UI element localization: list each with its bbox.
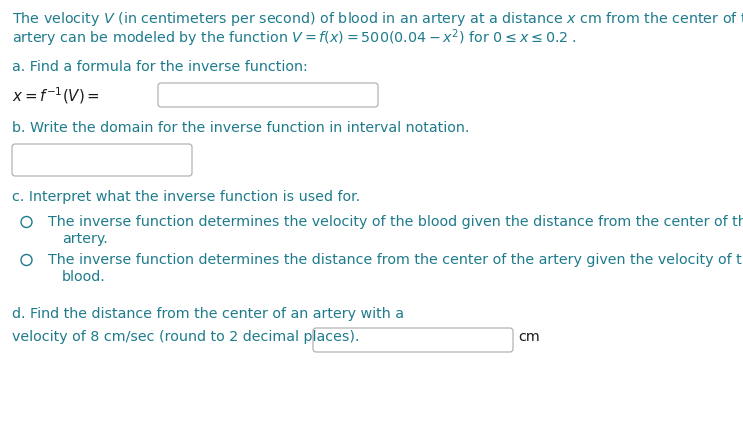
Text: artery can be modeled by the function $V = f(x) = 500(0.04 - x^2)$ for $0 \leq x: artery can be modeled by the function $V… <box>12 27 577 49</box>
Text: c. Interpret what the inverse function is used for.: c. Interpret what the inverse function i… <box>12 190 360 204</box>
Text: cm: cm <box>518 330 539 344</box>
Text: velocity of 8 cm/sec (round to 2 decimal places).: velocity of 8 cm/sec (round to 2 decimal… <box>12 330 360 344</box>
Text: a. Find a formula for the inverse function:: a. Find a formula for the inverse functi… <box>12 60 308 74</box>
Text: The velocity $\mathit{V}$ (in centimeters per second) of blood in an artery at a: The velocity $\mathit{V}$ (in centimeter… <box>12 10 743 28</box>
FancyBboxPatch shape <box>158 83 378 107</box>
Text: d. Find the distance from the center of an artery with a: d. Find the distance from the center of … <box>12 307 404 321</box>
Text: The inverse function determines the velocity of the blood given the distance fro: The inverse function determines the velo… <box>48 215 743 229</box>
Text: b. Write the domain for the inverse function in interval notation.: b. Write the domain for the inverse func… <box>12 121 470 135</box>
Text: blood.: blood. <box>62 270 106 284</box>
FancyBboxPatch shape <box>12 144 192 176</box>
Text: $x = f^{-1}(V) =$: $x = f^{-1}(V) =$ <box>12 85 100 106</box>
Text: The inverse function determines the distance from the center of the artery given: The inverse function determines the dist… <box>48 253 743 267</box>
Text: artery.: artery. <box>62 232 108 246</box>
FancyBboxPatch shape <box>313 328 513 352</box>
